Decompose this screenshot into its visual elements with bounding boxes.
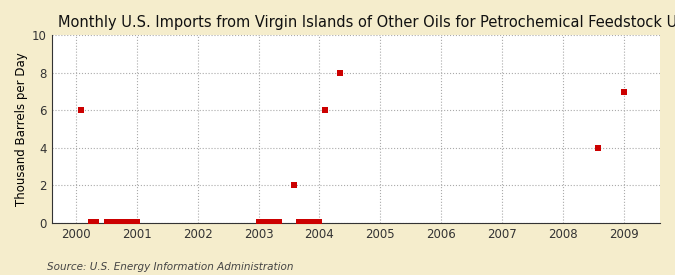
Point	[127, 219, 138, 224]
Point	[101, 219, 112, 224]
Point	[314, 219, 325, 224]
Point	[334, 71, 345, 75]
Point	[91, 219, 102, 224]
Point	[86, 219, 97, 224]
Point	[294, 219, 304, 224]
Text: Monthly U.S. Imports from Virgin Islands of Other Oils for Petrochemical Feedsto: Monthly U.S. Imports from Virgin Islands…	[58, 15, 675, 30]
Point	[309, 219, 320, 224]
Point	[116, 219, 127, 224]
Point	[111, 219, 122, 224]
Point	[593, 146, 603, 150]
Point	[289, 183, 300, 188]
Point	[106, 219, 117, 224]
Point	[253, 219, 264, 224]
Point	[618, 89, 629, 94]
Text: Source: U.S. Energy Information Administration: Source: U.S. Energy Information Administ…	[47, 262, 294, 272]
Point	[259, 219, 269, 224]
Point	[299, 219, 310, 224]
Point	[319, 108, 330, 112]
Point	[263, 219, 274, 224]
Point	[132, 219, 142, 224]
Point	[76, 108, 86, 112]
Point	[304, 219, 315, 224]
Point	[122, 219, 132, 224]
Y-axis label: Thousand Barrels per Day: Thousand Barrels per Day	[15, 52, 28, 206]
Point	[269, 219, 279, 224]
Point	[273, 219, 284, 224]
